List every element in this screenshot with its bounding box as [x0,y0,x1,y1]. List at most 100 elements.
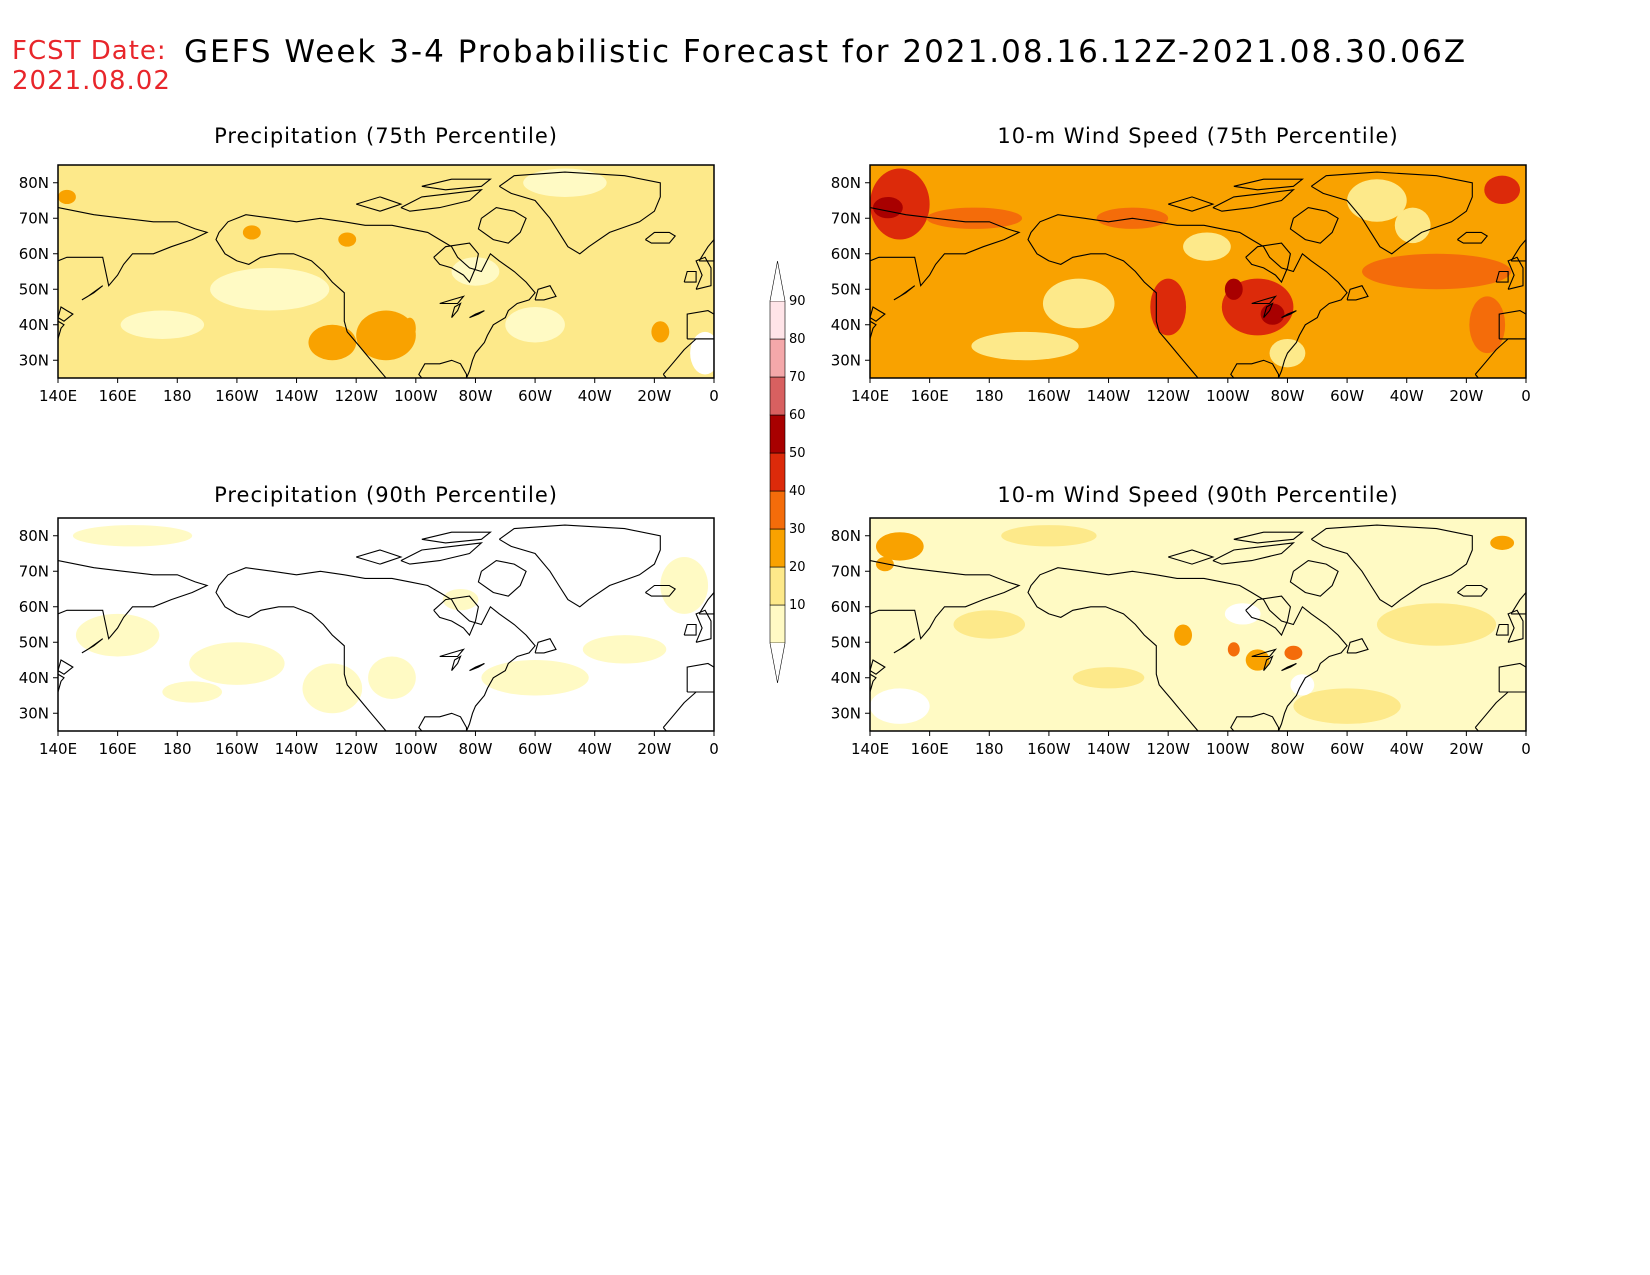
coastline [1263,302,1274,318]
coastline [58,659,74,675]
probability-region [308,324,357,361]
coastline [698,238,714,262]
coastline [451,302,462,318]
probability-region [1042,278,1115,329]
probability-field [58,165,714,378]
coastline [1212,189,1296,212]
probability-region [1376,603,1497,646]
probability-region [368,656,416,700]
probability-region [1224,278,1243,300]
lon-tick-label: 40W [578,740,612,758]
coastline [1281,310,1297,319]
coastline [58,673,65,693]
coastline [433,595,479,637]
coastline [477,560,527,597]
map-panel-precip-90: 140E 160E 180 160W 140W 120W 100W 80W 60W 40W 20W 0… [19,517,719,758]
lat-tick-label: 40N [831,669,861,687]
map-frame [57,517,715,732]
coastline [81,638,104,654]
colorbar-label: 10 [789,598,806,613]
probability-region [875,532,924,561]
lat-tick-label: 50N [831,280,861,298]
lon-tick-label: 100W [394,740,438,758]
probability-region [302,663,363,714]
probability-region [75,613,160,657]
lon-tick-label: 20W [637,740,671,758]
lon-tick-label: 40W [1390,740,1424,758]
coastline [870,560,1021,640]
lat-tick-label: 40N [831,316,861,334]
coastline [400,189,484,212]
colorbar-segment [769,604,786,644]
coastline [1245,242,1291,284]
probability-region [403,317,416,339]
coastline [870,207,1021,287]
coastline [421,178,492,191]
lon-tick-label: 180 [163,387,192,405]
coastline [1507,609,1524,643]
lat-tick-label: 30N [19,704,49,722]
lat-tick-label: 40N [19,316,49,334]
field-background [58,518,714,731]
probability-region [1394,207,1431,244]
probability-region [1072,667,1145,689]
coastline [870,320,877,340]
probability-region [338,232,357,247]
probability-region [660,557,709,614]
coastline [1310,171,1473,255]
coastline [662,691,714,731]
probability-region [872,196,903,219]
map-panel-precip-75: 140E 160E 180 160W 140W 120W 100W 80W 60W 40W 20W 0… [19,164,719,405]
coastline [215,214,536,378]
probability-region [1224,603,1261,625]
coastline [1281,662,1297,672]
coastline [1495,270,1509,283]
coastline [870,673,877,693]
lon-tick-label: 160W [1027,740,1071,758]
probability-region [1469,296,1506,354]
probability-region [1183,232,1231,261]
lon-tick-label: 100W [1206,387,1250,405]
probability-region [189,642,285,685]
map-frame [57,164,715,379]
lat-tick-label: 50N [19,280,49,298]
panel-title-precip-75: Precipitation (75th Percentile) [214,124,558,148]
coastline [1027,567,1348,731]
coastline [1289,560,1339,597]
forecast-date-label: FCST Date: [12,36,167,66]
lon-tick-label: 100W [1206,740,1250,758]
probability-region [481,660,589,696]
coastline [695,609,712,643]
lon-tick-label: 140E [851,387,889,405]
coastline [477,207,527,244]
lon-tick-label: 0 [709,740,719,758]
coastline [893,285,916,301]
lon-tick-label: 160W [215,740,259,758]
probability-region [1001,525,1097,547]
coastline [433,242,479,284]
lat-tick-label: 70N [831,562,861,580]
lon-tick-label: 140W [1087,740,1131,758]
colorbar-bottom-arrow [769,642,786,684]
lon-tick-label: 160E [99,387,137,405]
lat-tick-label: 80N [19,527,49,545]
lon-tick-label: 120W [1146,387,1190,405]
coastline [439,295,466,305]
lat-tick-label: 40N [19,669,49,687]
lat-tick-label: 70N [19,562,49,580]
probability-region [523,168,607,197]
map-frame [869,517,1527,732]
probability-region [120,310,205,339]
lon-tick-label: 140E [39,740,77,758]
lon-tick-label: 120W [1146,740,1190,758]
forecast-date-value: 2021.08.02 [12,66,171,96]
lon-tick-label: 80W [1270,740,1304,758]
coastline [893,638,916,654]
probability-region [72,525,193,547]
lat-tick-label: 50N [831,633,861,651]
lon-tick-label: 160E [99,740,137,758]
coastline [1474,691,1526,731]
coastline [1346,638,1369,654]
lon-tick-label: 180 [975,740,1004,758]
probability-region [1347,179,1407,222]
